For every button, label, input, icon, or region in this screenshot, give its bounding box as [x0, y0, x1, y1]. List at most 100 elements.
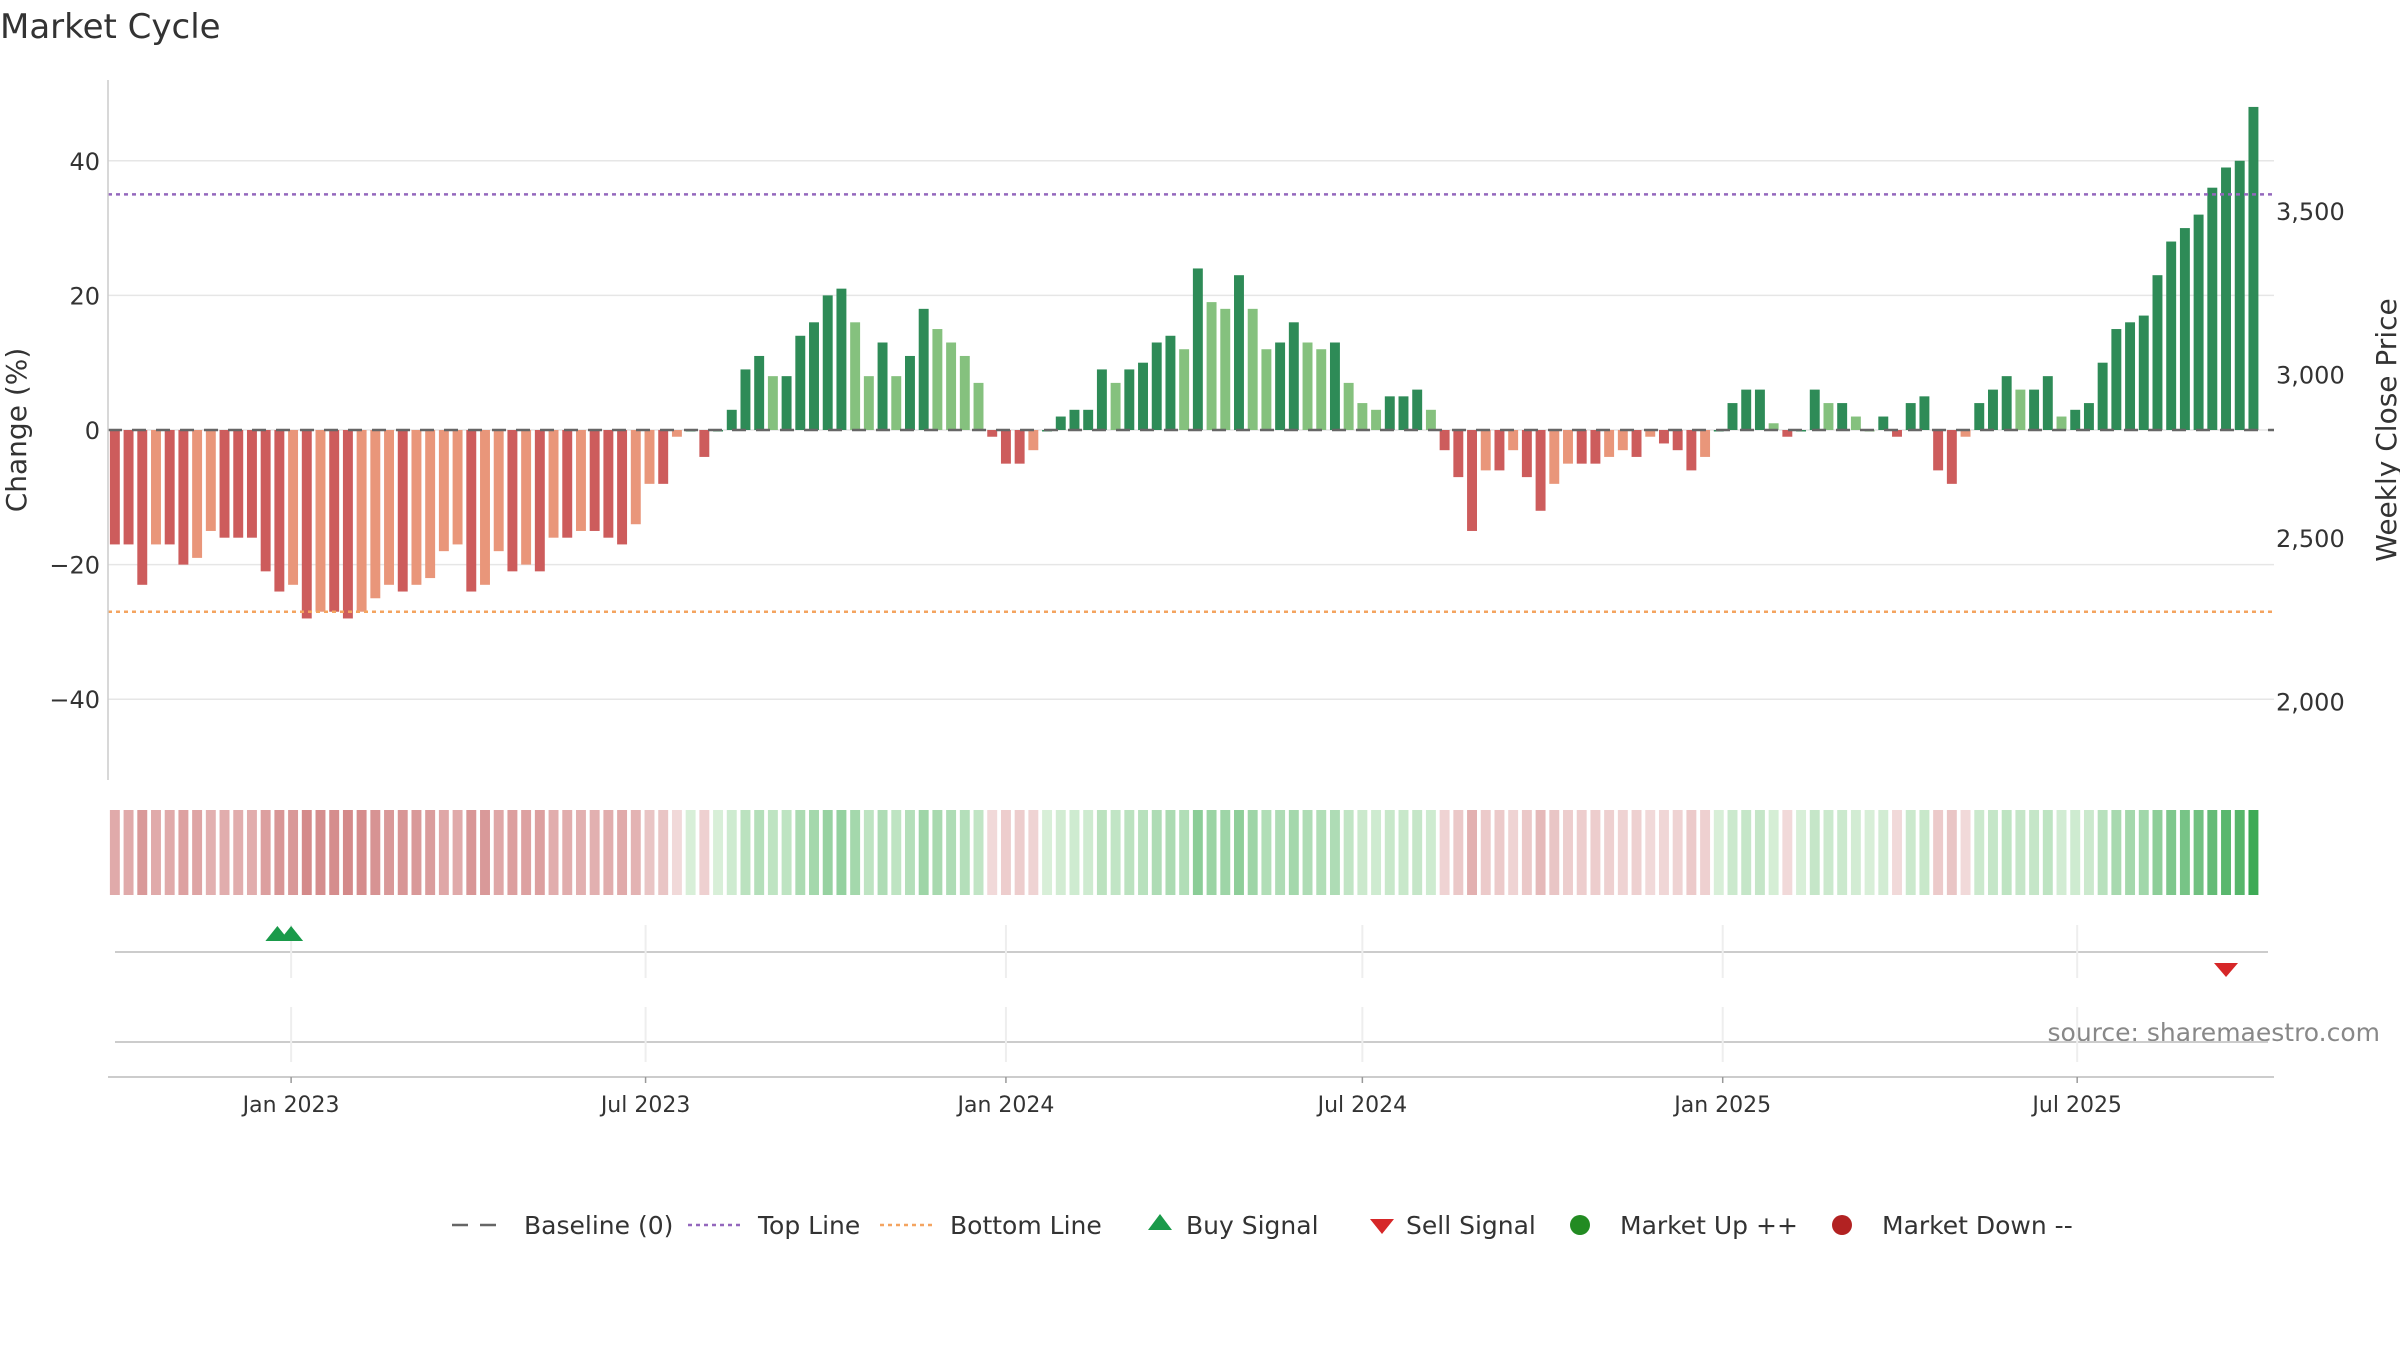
strip-cell — [1412, 810, 1423, 895]
strip-cell — [1850, 810, 1861, 895]
change-bar — [466, 430, 477, 592]
strip-cell — [1563, 810, 1573, 895]
legend-market-up-icon — [1570, 1215, 1590, 1235]
strip-cell — [1124, 810, 1135, 895]
change-bar — [905, 355, 915, 430]
change-bar — [109, 430, 120, 545]
y2-axis-label: Weekly Close Price — [2370, 298, 2400, 561]
strip-cell — [1179, 810, 1190, 895]
change-bar — [1809, 389, 1820, 430]
change-bar — [1000, 430, 1011, 464]
strip-cell — [1083, 810, 1094, 895]
strip-cell — [781, 810, 792, 895]
change-bar — [1850, 416, 1861, 430]
strip-cell — [1096, 810, 1107, 895]
strip-cell — [795, 810, 806, 895]
strip-cell — [1946, 810, 1957, 895]
strip-cell — [356, 810, 367, 895]
change-bar — [671, 430, 682, 437]
strip-cell — [2056, 810, 2067, 895]
strip-cell — [603, 810, 614, 895]
legend-label: Bottom Line — [950, 1211, 1102, 1240]
change-bar — [959, 355, 970, 430]
change-bar — [493, 430, 504, 552]
change-bar — [1151, 342, 1162, 430]
x-tick-label: Jan 2023 — [241, 1093, 340, 1118]
strip-cell — [2097, 810, 2108, 895]
strip-cell — [1275, 810, 1286, 895]
strip-cell — [1658, 810, 1669, 895]
change-bar — [1055, 416, 1066, 430]
change-bar — [151, 430, 161, 545]
change-bar — [809, 322, 819, 430]
legend-buy-icon — [1148, 1214, 1172, 1230]
change-bar — [301, 430, 312, 619]
change-bar — [1302, 342, 1313, 430]
y-tick-label: 20 — [69, 282, 100, 310]
y2-tick-label: 3,500 — [2276, 198, 2345, 226]
strip-cell — [644, 810, 655, 895]
strip-cell — [1028, 810, 1039, 895]
strip-cell — [959, 810, 970, 895]
change-bar — [164, 430, 175, 545]
change-bar — [1124, 369, 1135, 430]
strip-cell — [1288, 810, 1299, 895]
strip-cell — [1782, 810, 1793, 895]
strip-cell — [151, 810, 161, 895]
change-bar — [397, 430, 408, 592]
change-bar — [1234, 275, 1244, 430]
strip-cell — [1933, 810, 1944, 895]
change-bar — [2042, 376, 2053, 430]
x-tick-label: Jul 2025 — [2030, 1093, 2122, 1118]
change-bar — [850, 322, 861, 430]
change-bar — [1439, 430, 1450, 451]
strip-cell — [301, 810, 312, 895]
change-bar — [2207, 187, 2218, 430]
change-bar — [137, 430, 148, 585]
strip-cell — [246, 810, 257, 895]
change-bar — [1508, 430, 1519, 451]
strip-cell — [1192, 810, 1203, 895]
legend-label: Baseline (0) — [524, 1211, 673, 1240]
strip-cell — [1905, 810, 1916, 895]
strip-cell — [1508, 810, 1519, 895]
change-bar — [2029, 389, 2040, 430]
strip-cell — [2070, 810, 2081, 895]
change-bar — [2070, 409, 2081, 430]
strip-cell — [123, 810, 134, 895]
strip-cell — [2029, 810, 2040, 895]
strip-cell — [1590, 810, 1601, 895]
change-bar — [891, 376, 902, 430]
strip-cell — [411, 810, 422, 895]
strip-cell — [2001, 810, 2012, 895]
strip-cell — [2125, 810, 2136, 895]
strip-cell — [2015, 810, 2026, 895]
change-bar — [781, 376, 792, 430]
strip-cell — [137, 810, 148, 895]
x-tick-label: Jul 2024 — [1316, 1093, 1408, 1118]
strip-cell — [987, 810, 998, 895]
strip-cell — [109, 810, 120, 895]
change-bar — [987, 430, 998, 437]
strip-cell — [1398, 810, 1409, 895]
legend-label: Buy Signal — [1186, 1211, 1319, 1240]
strip-cell — [1741, 810, 1752, 895]
strip-cell — [2207, 810, 2218, 895]
change-bar — [178, 430, 189, 565]
strip-cell — [1535, 810, 1546, 895]
strip-cell — [1768, 810, 1779, 895]
change-bar — [356, 430, 367, 612]
change-bar — [1288, 322, 1299, 430]
change-bar — [438, 430, 449, 552]
change-bar — [1741, 389, 1752, 430]
change-bar — [1467, 430, 1477, 531]
change-bar — [1220, 308, 1231, 430]
strip-cell — [219, 810, 230, 895]
strip-cell — [1453, 810, 1464, 895]
change-bar — [1316, 349, 1327, 430]
strip-cell — [397, 810, 408, 895]
strip-cell — [1521, 810, 1532, 895]
strip-cell — [1672, 810, 1683, 895]
change-bar — [2056, 416, 2067, 430]
change-bar — [534, 430, 545, 572]
